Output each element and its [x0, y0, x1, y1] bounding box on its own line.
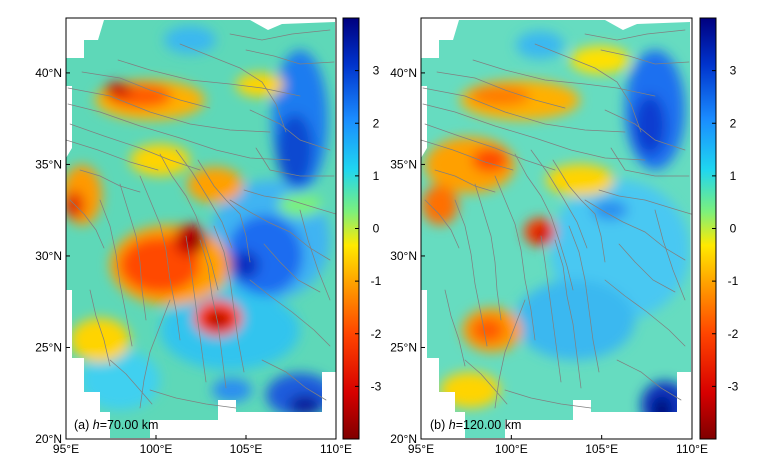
panel-b: 95°E 100°E 105°E 110°E20°N25°N30°N35°N40°N …: [390, 15, 739, 456]
map-ticks-b: 95°E 100°E 105°E 110°E 20°N 25°N 30°N 35°N 40°N: [390, 66, 708, 456]
colorbar-tick-label: 0: [373, 222, 380, 236]
colorbar-tick-label: 1: [373, 169, 380, 183]
colorbar-tick-label: -2: [371, 327, 382, 341]
panel-label-a: (a) h=70.00 km: [74, 418, 158, 432]
panel-label-b-var: h: [449, 418, 456, 432]
colorbar-tick-label: -1: [371, 274, 382, 288]
x-tick-label: 110°E: [676, 442, 708, 456]
y-tick-label: 30°N: [390, 249, 417, 263]
panel-label-a-prefix: (a): [74, 418, 93, 432]
map-ticks-a: 95°E 100°E 105°E 110°E 20°N 25°N 30°N 35°N 40°N: [35, 66, 352, 456]
y-tick-label: 20°N: [35, 432, 62, 446]
x-tick-label: 110°E: [320, 442, 352, 456]
x-tick-label: 105°E: [585, 442, 618, 456]
panel-label-a-value: =70.00 km: [100, 418, 159, 432]
y-tick-label: 25°N: [35, 340, 62, 354]
x-tick-label: 95°E: [408, 442, 434, 456]
panel-a: 95°E 100°E 105°E 110°E20°N25°N30°N35°N40°N …: [35, 15, 382, 456]
x-tick-label: 100°E: [495, 442, 528, 456]
colorbar-tick-label: 3: [730, 64, 737, 78]
y-tick-label: 35°N: [35, 157, 62, 171]
panel-label-a-var: h: [93, 418, 100, 432]
y-tick-label: 20°N: [390, 432, 417, 446]
colorbar-tick-label: 3: [373, 64, 380, 78]
y-tick-label: 40°N: [390, 66, 417, 80]
map-frame-b: [420, 17, 693, 440]
colorbar-ticks-a: 3 2 1 0 -1 -2 -3: [355, 64, 382, 393]
x-tick-label: 95°E: [53, 442, 79, 456]
colorbar-tick-label: 1: [730, 169, 737, 183]
colorbar-tick-label: 2: [373, 116, 380, 130]
y-tick-label: 40°N: [35, 66, 62, 80]
y-tick-label: 35°N: [390, 157, 417, 171]
colorbar-tick-label: -3: [371, 379, 382, 393]
colorbar-tick-label: 2: [730, 116, 737, 130]
y-tick-label: 30°N: [35, 249, 62, 263]
y-tick-label: 25°N: [390, 340, 417, 354]
map-frame-a: [65, 17, 337, 440]
anomaly-field-b: [421, 15, 692, 445]
anomaly-field-a: [66, 15, 336, 445]
colorbar-ticks-b: 3 2 1 0 -1 -2 -3: [712, 64, 739, 393]
panel-label-b-value: =120.00 km: [456, 418, 522, 432]
colorbar-tick-label: -2: [728, 327, 739, 341]
colorbar-tick-label: -3: [728, 379, 739, 393]
x-tick-label: 105°E: [230, 442, 263, 456]
x-tick-label: 100°E: [140, 442, 173, 456]
colorbar-tick-label: 0: [730, 222, 737, 236]
panel-label-b-prefix: (b): [430, 418, 449, 432]
panel-label-b: (b) h=120.00 km: [430, 418, 521, 432]
colorbar-tick-label: -1: [728, 274, 739, 288]
